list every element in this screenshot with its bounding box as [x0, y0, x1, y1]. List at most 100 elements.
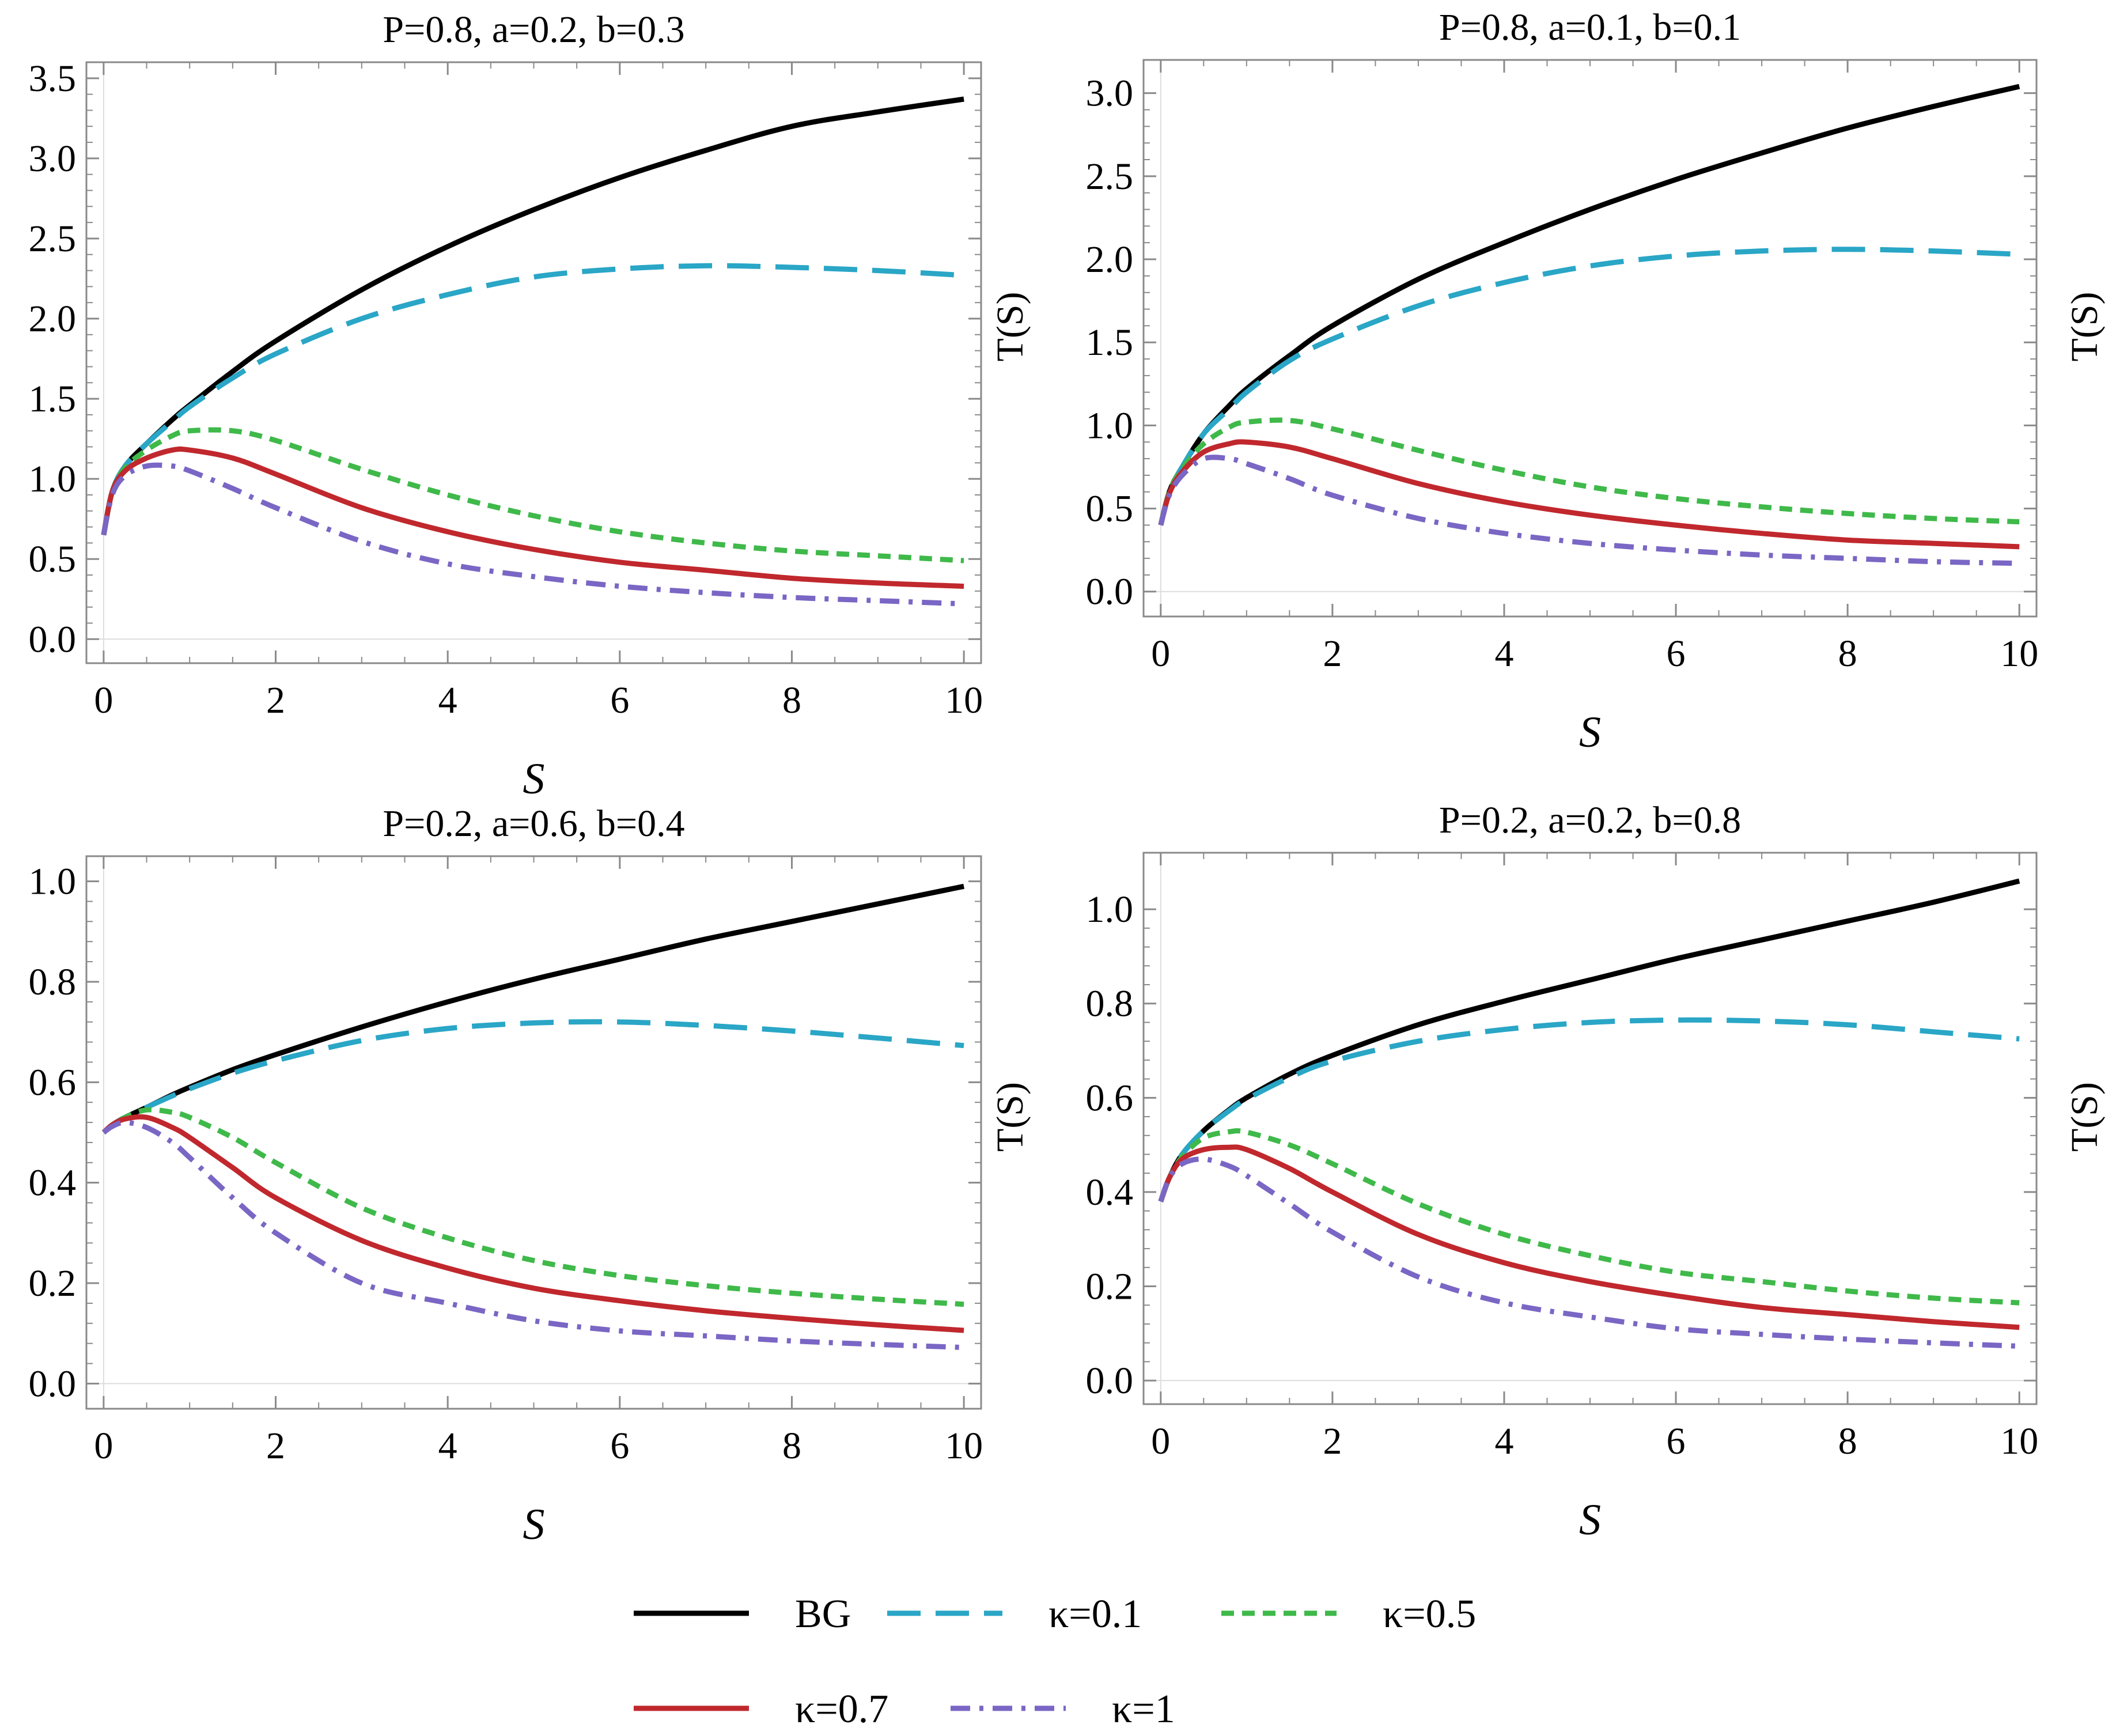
x-tick-label: 10: [2000, 1420, 2038, 1462]
x-tick-label: 4: [1494, 633, 1513, 675]
y-tick-label: 0.2: [29, 1262, 77, 1304]
x-tick-label: 0: [1151, 633, 1170, 675]
y-tick-label: 3.0: [1086, 73, 1134, 115]
y-tick-label: 2.0: [29, 298, 77, 340]
series-line-k1: [101, 462, 964, 607]
y-axis-label: T(S): [989, 1082, 1031, 1152]
y-tick-label: 1.0: [29, 861, 77, 903]
chart-panel-4: 0 2 4 6 8 10 0.0 0.2 0.4 0.6 0.8 1.0 P=0.2, a=0.2, b…: [989, 799, 2106, 1544]
series-line-k1: [102, 1119, 964, 1351]
x-tick-label: 6: [1667, 1420, 1686, 1462]
y-tick-label: 2.0: [1086, 239, 1134, 281]
y-axis-label-right: T(S): [2064, 292, 2106, 362]
legend-label: κ=0.1: [1048, 1592, 1142, 1636]
x-tick-label: 10: [2000, 633, 2038, 675]
x-tick-label: 6: [610, 679, 629, 721]
x-tick-label: 10: [945, 679, 983, 721]
series-line-BG: [101, 883, 965, 1134]
legend-item-BG: BG: [634, 1592, 851, 1636]
series-line-k1: [1158, 455, 2020, 566]
legend-item-k05: κ=0.5: [1221, 1592, 1476, 1636]
y-tick-label: 1.0: [29, 458, 77, 500]
series-line-k01: [1158, 247, 2020, 526]
y-tick-label: 0.4: [29, 1162, 77, 1204]
x-tick-label: 6: [610, 1425, 629, 1467]
x-tick-label: 2: [266, 679, 285, 721]
legend-item-k07: κ=0.7: [634, 1687, 888, 1731]
x-tick-label: 6: [1667, 633, 1686, 675]
x-axis-label: S: [523, 1500, 545, 1549]
y-tick-label: 2.5: [1086, 156, 1134, 198]
series-line-k05: [101, 427, 964, 563]
chart-title: P=0.8, a=0.2, b=0.3: [383, 9, 684, 51]
y-tick-label: 1.0: [1086, 888, 1134, 931]
x-tick-label: 2: [1323, 633, 1342, 675]
chart-panels: 0 2 4 6 8 10 0.0 0.5 1.0 1.5 2.0 2.5 3.0 3.5 P=0.8, a=…: [29, 6, 2106, 1549]
series-line-k07: [1158, 1144, 2020, 1330]
legend: BG κ=0.1 κ=0.5 κ=0.7 κ=1: [634, 1592, 1476, 1731]
y-tick-label: 0.0: [29, 1363, 77, 1405]
y-tick-label: 1.5: [29, 378, 77, 420]
series-line-BG: [1158, 878, 2020, 1202]
chart-title: P=0.2, a=0.2, b=0.8: [1439, 799, 1741, 841]
y-tick-label: 0.0: [1086, 1360, 1134, 1402]
x-tick-label: 10: [945, 1425, 983, 1467]
y-tick-label: 3.5: [29, 58, 77, 100]
x-tick-label: 0: [1151, 1420, 1170, 1462]
x-tick-label: 8: [1838, 1420, 1857, 1462]
x-tick-label: 0: [94, 1425, 113, 1467]
x-tick-label: 8: [782, 679, 801, 721]
y-axis-label: T(S): [989, 292, 1031, 362]
series-line-k07: [101, 1114, 964, 1333]
legend-label: BG: [795, 1592, 851, 1636]
series-line-BG: [1158, 84, 2020, 526]
chart-panel-1: 0 2 4 6 8 10 0.0 0.5 1.0 1.5 2.0 2.5 3.0 3.5 P=0.8, a=…: [29, 9, 983, 803]
x-tick-label: 2: [266, 1425, 285, 1467]
legend-label: κ=0.5: [1383, 1592, 1476, 1636]
y-tick-label: 3.0: [29, 138, 77, 180]
y-tick-label: 0.2: [1086, 1266, 1134, 1308]
y-tick-label: 0.0: [1086, 571, 1134, 613]
x-tick-label: 4: [1494, 1420, 1513, 1462]
chart-panel-3: 0 2 4 6 8 10 0.0 0.2 0.4 0.6 0.8 1.0 P=0.2, a=0.6, b…: [29, 803, 983, 1549]
x-tick-label: 4: [438, 1425, 457, 1467]
series-line-BG: [101, 96, 964, 536]
x-axis-label: S: [523, 755, 545, 803]
chart-title: P=0.2, a=0.6, b=0.4: [383, 803, 684, 845]
series-line-k07: [101, 446, 964, 589]
y-tick-label: 0.8: [1086, 983, 1134, 1025]
plot-frame: [85, 61, 982, 664]
x-tick-label: 8: [1838, 633, 1857, 675]
x-axis-label: S: [1579, 1496, 1601, 1544]
series-line-k07: [1158, 439, 2020, 550]
y-tick-label: 1.5: [1086, 322, 1134, 364]
y-tick-label: 0.5: [1086, 488, 1134, 530]
legend-label: κ=0.7: [795, 1687, 888, 1731]
x-tick-label: 8: [782, 1425, 801, 1467]
series-line-k1: [1158, 1156, 2020, 1349]
series-line-k05: [1158, 417, 2020, 526]
y-tick-label: 0.0: [29, 618, 77, 660]
y-tick-label: 1.0: [1086, 404, 1134, 447]
series-line-k01: [101, 263, 964, 536]
y-tick-label: 0.8: [29, 961, 77, 1003]
legend-item-k01: κ=0.1: [887, 1592, 1142, 1636]
series-line-k05: [101, 1107, 964, 1307]
series-line-k01: [1158, 1017, 2020, 1202]
x-tick-label: 2: [1323, 1420, 1342, 1462]
legend-item-k1: κ=1: [951, 1687, 1175, 1731]
x-tick-label: 0: [94, 679, 113, 721]
y-tick-label: 0.6: [29, 1061, 77, 1103]
y-axis-label-right: T(S): [2064, 1082, 2106, 1152]
plot-frame: [1142, 59, 2038, 618]
x-axis-label: S: [1579, 708, 1601, 757]
chart-panel-2: 0 2 4 6 8 10 0.0 0.5 1.0 1.5 2.0 2.5 3.0 P=0.8, a=0.1…: [989, 6, 2106, 757]
y-tick-label: 2.5: [29, 218, 77, 260]
legend-label: κ=1: [1112, 1687, 1175, 1731]
y-tick-label: 0.6: [1086, 1077, 1134, 1119]
x-tick-label: 4: [438, 679, 457, 721]
series-line-k01: [101, 1019, 964, 1134]
y-tick-label: 0.5: [29, 538, 77, 580]
chart-title: P=0.8, a=0.1, b=0.1: [1439, 6, 1741, 48]
